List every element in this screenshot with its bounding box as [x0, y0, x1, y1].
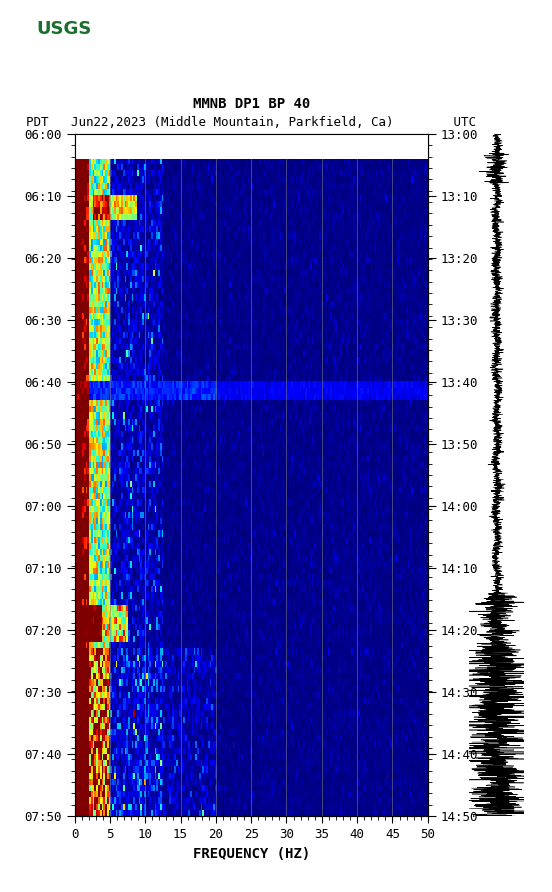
- Text: PDT   Jun22,2023 (Middle Mountain, Parkfield, Ca)        UTC: PDT Jun22,2023 (Middle Mountain, Parkfie…: [26, 116, 476, 129]
- Text: MMNB DP1 BP 40: MMNB DP1 BP 40: [193, 97, 310, 112]
- X-axis label: FREQUENCY (HZ): FREQUENCY (HZ): [193, 847, 310, 861]
- Text: USGS: USGS: [36, 20, 91, 37]
- Bar: [75, 134, 428, 159]
